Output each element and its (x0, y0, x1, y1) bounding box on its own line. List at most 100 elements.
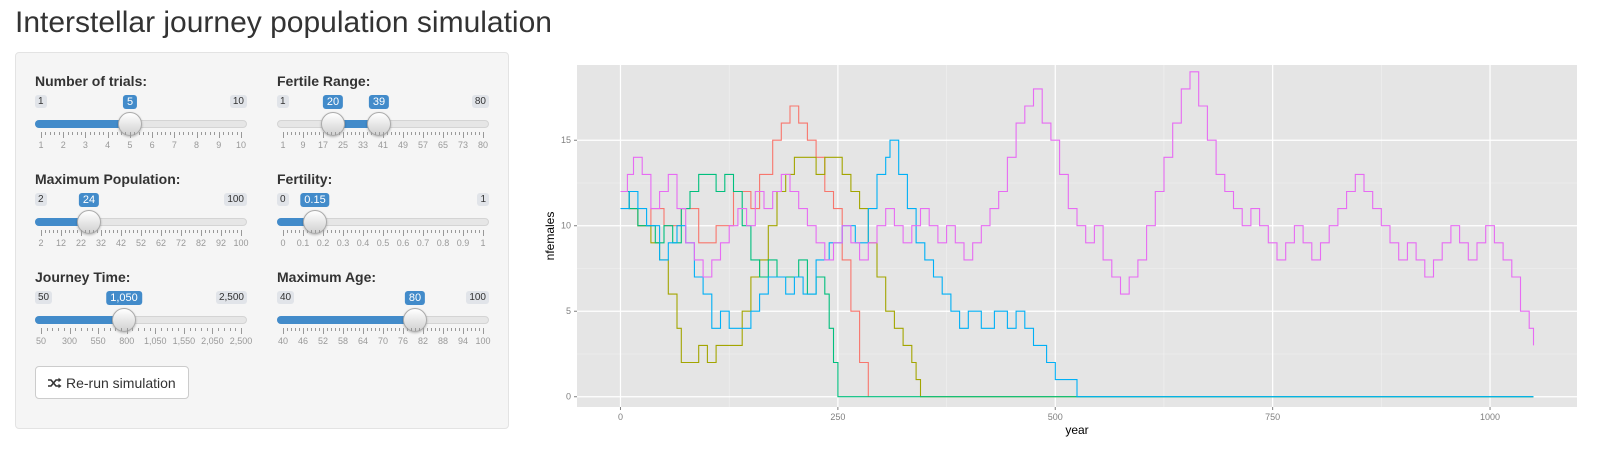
y-tick-label: 0 (566, 392, 571, 402)
slider-minor-tick (467, 328, 468, 331)
slider-minor-tick (45, 230, 46, 233)
slider-minor-tick (331, 230, 332, 233)
fertile-range-slider[interactable]: 1 80 20 39 1 9 17 25 33 41 49 57 65 73 80 (277, 95, 489, 155)
fertility-track-fill (277, 218, 315, 226)
slider-tick-label: 88 (437, 336, 449, 346)
slider-tick (363, 230, 364, 236)
slider-tick-label: 0.2 (316, 238, 330, 248)
fertility-label: Fertility: (277, 171, 333, 187)
slider-minor-tick (53, 230, 54, 233)
max-population-value-label: 24 (78, 193, 100, 207)
slider-tick (141, 230, 142, 236)
fertile-range-high-label: 39 (368, 95, 390, 109)
slider-minor-tick (451, 230, 452, 233)
slider-minor-tick (89, 132, 91, 135)
slider-minor-tick (165, 132, 167, 135)
slider-tick (107, 132, 109, 138)
population-plot: 0 250 500 750 1000 0 5 10 15 year nfemales (540, 55, 1590, 440)
slider-minor-tick (411, 230, 412, 233)
max-age-slider[interactable]: 40 100 80 40 46 52 58 64 70 76 82 88 94 100 (277, 291, 491, 351)
slider-minor-tick (291, 132, 292, 135)
max-population-slider[interactable]: 2 100 24 2 12 22 32 42 52 62 72 82 92 100 (35, 193, 249, 253)
slider-tick-label: 0.6 (396, 238, 410, 248)
max-population-min-label: 2 (35, 193, 47, 206)
slider-minor-tick (359, 132, 360, 135)
sidebar-panel: Number of trials: 1 10 5 1 2 3 4 5 6 7 8 9 10 Fer… (15, 52, 509, 429)
slider-tick (181, 230, 182, 236)
slider-minor-tick (399, 328, 400, 331)
slider-tick-label: 76 (397, 336, 409, 346)
slider-minor-tick (75, 328, 77, 331)
fertile-range-min-label: 1 (277, 95, 289, 108)
slider-minor-tick (192, 132, 194, 135)
fertile-range-low-handle[interactable] (321, 112, 345, 136)
slider-minor-tick (206, 328, 208, 331)
slider-minor-tick (471, 132, 472, 135)
slider-tick (121, 230, 122, 236)
slider-minor-tick (223, 132, 225, 135)
slider-minor-tick (455, 230, 456, 233)
series-line-1 (620, 105, 869, 397)
slider-minor-tick (447, 328, 448, 331)
slider-minor-tick (63, 328, 65, 331)
journey-time-slider[interactable]: 50 2,500 1,050 50 300 550 800 1,050 1,550 2,05… (35, 291, 252, 351)
slider-minor-tick (157, 230, 158, 233)
slider-minor-tick (117, 230, 118, 233)
slider-tick (323, 230, 324, 236)
slider-tick (463, 328, 464, 334)
slider-minor-tick (407, 328, 408, 331)
slider-tick-label: 12 (55, 238, 67, 248)
slider-minor-tick (479, 230, 480, 233)
slider-minor-tick (113, 230, 114, 233)
slider-minor-tick (455, 328, 456, 331)
slider-minor-tick (435, 328, 436, 331)
slider-minor-tick (233, 230, 234, 233)
y-tick-label: 5 (566, 306, 571, 316)
fertility-slider[interactable]: 0 1 0.15 0 0.1 0.2 0.3 0.4 0.5 0.6 0.7 0.8 0.9 1 (277, 193, 489, 253)
slider-tick-label: 52 (135, 238, 147, 248)
slider-minor-tick (471, 328, 472, 331)
slider-tick-label: 300 (62, 336, 78, 346)
journey-time-value-label: 1,050 (106, 291, 142, 305)
slider-minor-tick (395, 328, 396, 331)
slider-minor-tick (339, 230, 340, 233)
journey-time-ticks (35, 328, 247, 334)
max-age-tick-labels: 40 46 52 58 64 70 76 82 88 94 100 (277, 336, 491, 348)
slider-tick (126, 328, 128, 334)
slider-tick-label: 46 (297, 336, 309, 346)
journey-time-tick-labels: 50 300 550 800 1,050 1,550 2,050 2,500 (35, 336, 252, 348)
slider-minor-tick (315, 132, 316, 135)
slider-tick (303, 230, 304, 236)
slider-minor-tick (331, 328, 332, 331)
slider-tick (61, 230, 62, 236)
slider-minor-tick (93, 230, 94, 233)
slider-minor-tick (46, 328, 48, 331)
slider-minor-tick (103, 328, 105, 331)
fertility-tick-labels: 0 0.1 0.2 0.3 0.4 0.5 0.6 0.7 0.8 0.9 1 (277, 238, 489, 250)
slider-minor-tick (86, 328, 88, 331)
max-population-max-label: 100 (224, 193, 247, 206)
slider-minor-tick (395, 132, 396, 135)
slider-minor-tick (49, 230, 50, 233)
slider-tick (483, 328, 484, 334)
slider-minor-tick (149, 328, 151, 331)
slider-minor-tick (125, 230, 126, 233)
slider-minor-tick (419, 132, 420, 135)
slider-tick (423, 328, 424, 334)
slider-minor-tick (116, 132, 118, 135)
slider-tick (303, 328, 304, 334)
slider-minor-tick (295, 132, 296, 135)
rerun-simulation-button[interactable]: Re-run simulation (35, 366, 189, 399)
journey-time-handle[interactable] (112, 308, 136, 332)
slider-tick-label: 72 (175, 238, 187, 248)
slider-minor-tick (173, 230, 174, 233)
slider-minor-tick (177, 230, 178, 233)
trials-slider[interactable]: 1 10 5 1 2 3 4 5 6 7 8 9 10 (35, 95, 247, 155)
slider-minor-tick (375, 132, 376, 135)
slider-tick (483, 132, 484, 138)
slider-minor-tick (415, 132, 416, 135)
slider-minor-tick (335, 328, 336, 331)
slider-minor-tick (387, 230, 388, 233)
slider-minor-tick (205, 132, 207, 135)
slider-minor-tick (299, 132, 300, 135)
